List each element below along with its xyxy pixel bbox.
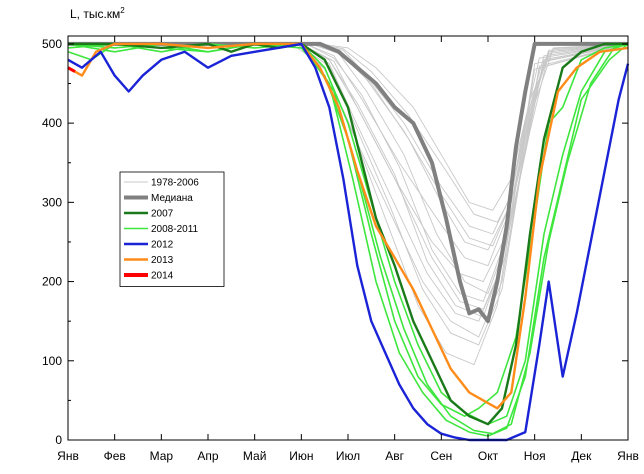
x-tick-label-11: Дек: [571, 449, 592, 463]
legend-label-y2008_2011: 2008-2011: [151, 224, 199, 235]
series-line-y2008_2011-4: [67, 43, 629, 426]
x-tick-label-3: Апр: [197, 449, 219, 463]
series-line-1978-2006-12: [68, 43, 629, 223]
series-line-1978-2006-7: [68, 43, 629, 235]
x-tick-label-6: Июл: [336, 449, 360, 463]
series-line-1978-2006-11: [68, 43, 629, 302]
legend-label-y2007: 2007: [151, 209, 174, 220]
series-line-y2014-9: [67, 66, 76, 73]
series-line-y2007-6: [68, 42, 628, 426]
series-layer: [67, 41, 630, 442]
y-axis-title-text: L, тыс.км: [70, 7, 120, 21]
series-line-y2013-7: [67, 42, 629, 410]
x-tick-label-1: Фев: [104, 449, 126, 463]
y-tick-label-300: 300: [42, 195, 62, 209]
y-axis-title-superscript: 2: [120, 6, 125, 15]
x-tick-label-8: Сен: [430, 449, 452, 463]
y-tick-label-0: 0: [55, 433, 62, 447]
legend-label-historic: 1978-2006: [151, 178, 199, 189]
legend-label-median: Медиана: [151, 193, 193, 204]
legend-label-y2013: 2013: [151, 255, 174, 266]
y-tick-label-200: 200: [42, 275, 62, 289]
x-tick-label-4: Май: [243, 449, 267, 463]
legend-label-y2012: 2012: [151, 240, 174, 251]
y-tick-label-500: 500: [42, 37, 62, 51]
series-line-median-1: [68, 41, 628, 324]
y-tick-label-100: 100: [42, 354, 62, 368]
series-line-y2012-8: [67, 42, 630, 442]
x-tick-label-7: Авг: [385, 449, 404, 463]
x-tick-label-5: Июн: [289, 449, 313, 463]
x-tick-label-9: Окт: [478, 449, 499, 463]
y-axis-title: L, тыс.км2: [70, 6, 125, 21]
x-tick-label-2: Мар: [150, 449, 174, 463]
series-line-1978-2006-14: [68, 43, 629, 318]
legend-label-y2014: 2014: [151, 271, 174, 282]
axes-layer: 0 100 200 300 400 500 Янв Фев Мар Апр Май Июн Июл Авг…: [42, 36, 639, 463]
y-tick-label-400: 400: [42, 116, 62, 130]
x-tick-label-12: Янв: [617, 449, 639, 463]
x-tick-label-10: Ноя: [524, 449, 546, 463]
x-tick-label-0: Янв: [57, 449, 79, 463]
legend: 1978-2006 Медиана 2007 2008-2011 2012 2013 201…: [119, 171, 225, 287]
